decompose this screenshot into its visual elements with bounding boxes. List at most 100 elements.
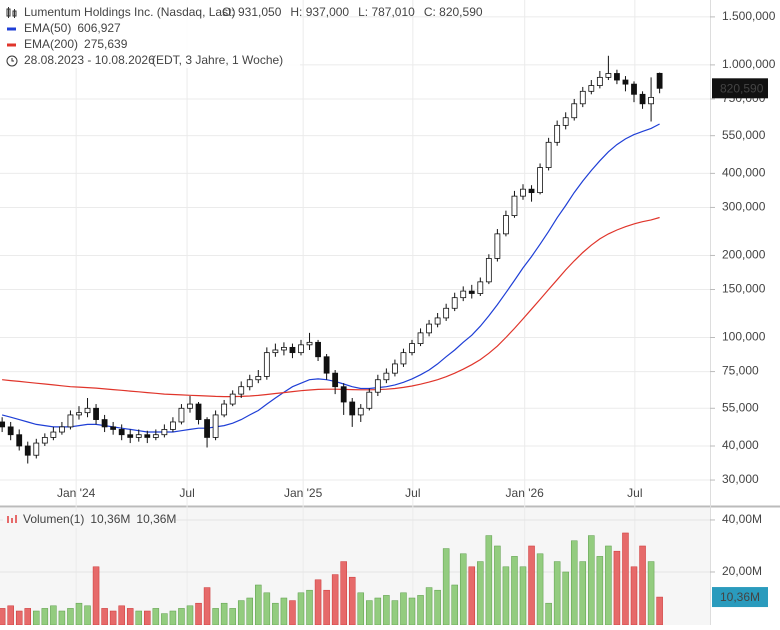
ohlc-value: H: 937,000 <box>290 5 349 19</box>
candle-body <box>639 93 646 105</box>
volume-bar <box>84 605 91 626</box>
volume-bar <box>391 600 399 626</box>
last-price-tag <box>712 78 768 99</box>
candle-body <box>281 346 287 351</box>
candle-body <box>187 403 193 409</box>
candle-body <box>622 79 629 85</box>
volume-bar <box>502 566 510 626</box>
volume-bar <box>263 592 271 626</box>
candle-body <box>366 391 373 409</box>
candle-body <box>656 72 663 89</box>
x-tick-label: Jan '25 <box>284 486 323 500</box>
candle-body <box>101 419 108 428</box>
candle-body <box>178 407 185 423</box>
volume-bar <box>178 608 185 626</box>
candle-body <box>246 379 253 388</box>
y-tick-label: 30,000 <box>722 472 759 486</box>
candle-body <box>631 83 637 95</box>
candle-body <box>605 73 612 78</box>
volume-bar <box>639 545 646 626</box>
volume-bar <box>41 608 49 626</box>
header: Lumentum Holdings Inc. (Nasdaq, Last) 28… <box>0 0 483 68</box>
x-tick-label: Jul <box>179 486 194 500</box>
ohlc-value: C: 820,590 <box>424 5 483 19</box>
ohlc-value: O: 931,050 <box>222 5 282 19</box>
volume-bar <box>280 597 288 626</box>
candle-body <box>263 352 270 377</box>
volume-bar <box>434 589 441 626</box>
volume-bar <box>7 605 14 626</box>
volume-bar <box>109 610 117 626</box>
volume-bar <box>425 587 433 626</box>
ema-line <box>1 123 660 433</box>
volume-bg-legend <box>3 512 173 528</box>
candle-body <box>468 290 475 294</box>
volume-bar <box>605 545 612 626</box>
candle-body <box>93 407 99 420</box>
legend-label: EMA(200) <box>24 37 78 51</box>
volume-swatch <box>7 516 9 523</box>
candle-body <box>289 346 296 354</box>
candle-body <box>0 421 6 428</box>
volume-bar <box>186 605 194 626</box>
volume-bar <box>289 600 296 626</box>
volume-bar <box>135 610 143 626</box>
volume-bar <box>579 561 587 626</box>
axes: 1.500,0001.000,000750,000550,000400,0003… <box>3 9 776 608</box>
candle-body <box>460 290 467 299</box>
candle-body <box>195 403 202 420</box>
candle-body <box>392 363 398 374</box>
volume-bar <box>314 579 322 626</box>
legend-swatch <box>7 43 16 47</box>
volume-bar <box>323 589 330 626</box>
legend-swatch <box>7 27 16 31</box>
volume-bar <box>630 566 638 626</box>
volume-legend-value: 10,36M <box>90 512 130 526</box>
last-price-label: 820,590 <box>720 81 764 95</box>
volume-bar <box>58 610 66 626</box>
candle-body <box>545 141 552 169</box>
volume-bar <box>494 545 501 626</box>
candle-body <box>7 426 14 436</box>
candle-body <box>33 442 40 456</box>
candle-body <box>238 386 245 395</box>
ohlc-value: L: 787,010 <box>358 5 415 19</box>
volume-bar <box>536 553 544 626</box>
volume-bar <box>545 602 552 626</box>
legend-value: 606,927 <box>77 21 121 35</box>
volume-bar <box>442 548 450 626</box>
candle-body <box>400 352 407 365</box>
candle-body <box>298 344 304 354</box>
candle-body <box>562 117 569 126</box>
volume-bar <box>75 602 83 626</box>
volume-bar <box>169 610 177 626</box>
clock-icon <box>6 55 18 67</box>
candle-body <box>221 403 228 416</box>
candle-body <box>426 323 432 334</box>
volume-bar <box>408 597 416 626</box>
candle-body <box>118 429 125 436</box>
volume-bar <box>588 535 595 626</box>
volume-bar <box>161 613 168 626</box>
volume-bar <box>417 595 424 626</box>
volume-bar <box>656 596 663 626</box>
candle-body <box>614 73 620 81</box>
candle-body <box>315 341 321 358</box>
candle-body <box>306 341 313 346</box>
candle-body <box>340 386 347 403</box>
candle-body <box>110 426 117 430</box>
volume-bar <box>340 561 347 626</box>
candle-body <box>434 317 441 325</box>
volume-last-tag <box>712 587 768 608</box>
y-tick-label: 150,000 <box>722 282 766 296</box>
y-tick-label: 55,000 <box>722 400 759 414</box>
volume-bar <box>596 556 604 626</box>
candle-body <box>648 96 654 105</box>
candle-body <box>537 167 543 194</box>
candle-body <box>84 407 91 414</box>
volume-bar <box>357 592 365 626</box>
volume-bar <box>331 574 339 626</box>
volume-bar <box>255 584 262 626</box>
y-tick-label: 40,00M <box>722 512 762 526</box>
candle-body <box>477 281 484 294</box>
